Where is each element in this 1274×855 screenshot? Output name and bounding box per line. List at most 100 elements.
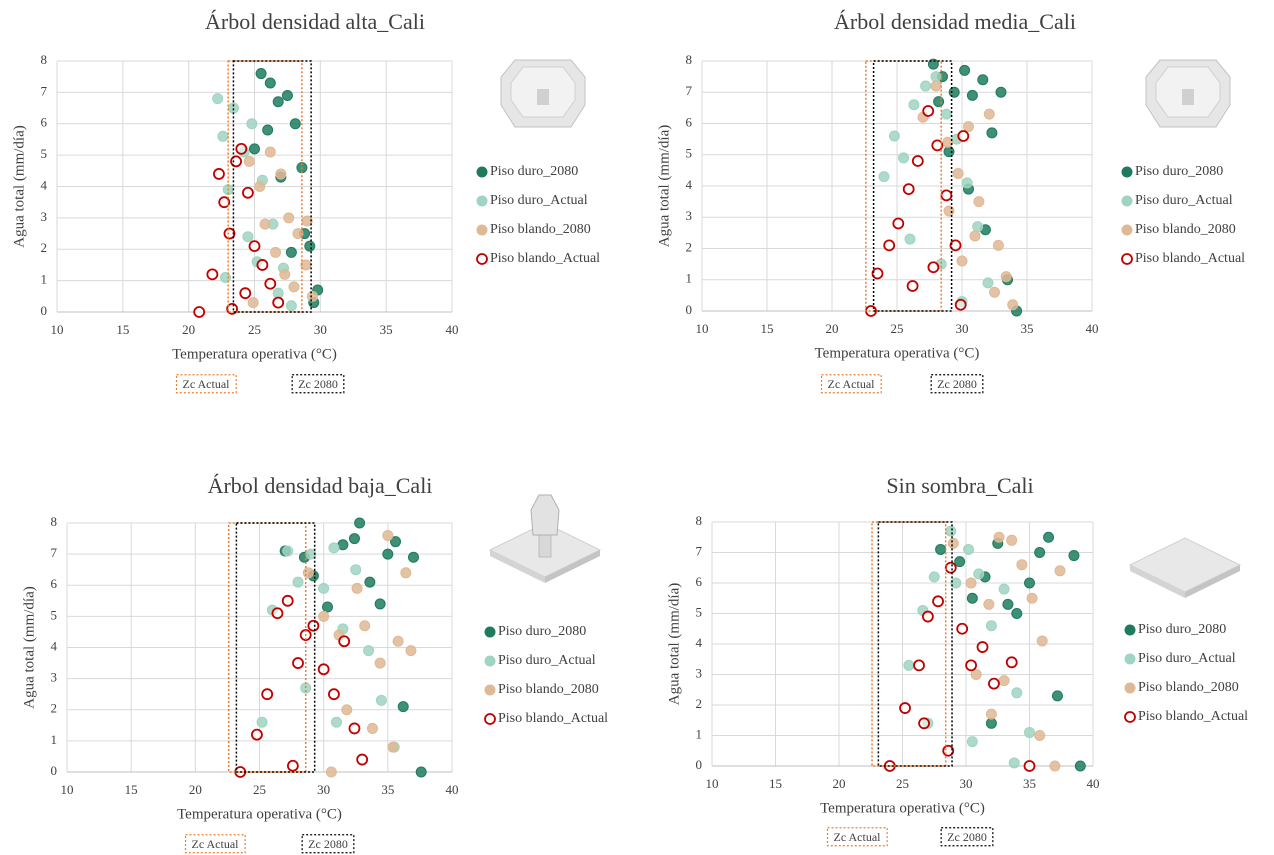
y-tick-label: 4 xyxy=(41,177,48,192)
x-tick-label: 20 xyxy=(189,782,202,797)
y-tick-label: 5 xyxy=(51,607,58,622)
data-point xyxy=(360,621,370,631)
data-point xyxy=(984,599,994,609)
data-point xyxy=(1025,761,1035,771)
data-point xyxy=(416,767,426,777)
y-tick-label: 7 xyxy=(51,545,58,560)
icon-crown xyxy=(531,495,559,535)
y-tick-label: 7 xyxy=(696,543,703,558)
data-point xyxy=(1050,761,1060,771)
y-axis-label: Agua total (mm/día) xyxy=(666,583,682,705)
data-point xyxy=(213,94,223,104)
data-point xyxy=(899,153,909,163)
legend-label: Piso duro_Actual xyxy=(498,653,596,668)
x-axis-label: Temperatura operativa (°C) xyxy=(177,806,342,822)
x-tick-label: 25 xyxy=(896,776,909,791)
data-point xyxy=(243,232,253,242)
data-point xyxy=(1027,593,1037,603)
data-point xyxy=(974,197,984,207)
data-point xyxy=(964,122,974,132)
x-tick-label: 40 xyxy=(446,322,459,337)
y-tick-label: 7 xyxy=(41,83,48,98)
y-axis-label: Agua total (mm/día) xyxy=(11,125,27,247)
data-point xyxy=(958,131,968,141)
data-point xyxy=(905,234,915,244)
data-point xyxy=(283,546,293,556)
data-point xyxy=(946,526,956,536)
data-point xyxy=(288,761,298,771)
data-point xyxy=(909,100,919,110)
legend-label: Piso duro_Actual xyxy=(490,193,588,208)
x-tick-label: 40 xyxy=(446,782,459,797)
y-axis-label: Agua total (mm/día) xyxy=(21,586,37,708)
data-point xyxy=(260,219,270,229)
y-tick-label: 3 xyxy=(51,670,58,685)
y-tick-label: 5 xyxy=(696,604,703,619)
data-point xyxy=(1055,566,1065,576)
data-point xyxy=(934,97,944,107)
legend-marker xyxy=(485,656,495,666)
data-point xyxy=(248,298,258,308)
legend-marker xyxy=(477,225,487,235)
legend-label: Piso blando_Actual xyxy=(490,251,600,266)
legend-marker xyxy=(477,254,487,264)
data-point xyxy=(978,642,988,652)
y-tick-label: 0 xyxy=(696,757,703,772)
data-point xyxy=(1009,758,1019,768)
zone-label: Zc 2080 xyxy=(308,837,348,851)
data-point xyxy=(329,689,339,699)
data-point xyxy=(983,278,993,288)
chart-panel: Árbol densidad media_Cali012345678101520… xyxy=(656,9,1245,393)
data-point xyxy=(265,147,275,157)
data-point xyxy=(893,219,903,229)
data-point xyxy=(290,119,300,129)
x-tick-label: 20 xyxy=(826,321,839,336)
data-point xyxy=(974,569,984,579)
legend-label: Piso duro_2080 xyxy=(1135,164,1223,179)
data-point xyxy=(393,636,403,646)
x-tick-label: 15 xyxy=(761,321,774,336)
data-point xyxy=(263,125,273,135)
chart-title: Árbol densidad baja_Cali xyxy=(208,473,433,498)
data-point xyxy=(256,69,266,79)
data-point xyxy=(273,288,283,298)
data-point xyxy=(352,583,362,593)
data-point xyxy=(240,288,250,298)
data-point xyxy=(1069,551,1079,561)
data-point xyxy=(962,178,972,188)
legend-label: Piso duro_2080 xyxy=(490,164,578,179)
data-point xyxy=(375,599,385,609)
legend-marker xyxy=(477,196,487,206)
x-tick-label: 30 xyxy=(317,782,330,797)
data-point xyxy=(921,81,931,91)
data-point xyxy=(383,530,393,540)
data-point xyxy=(244,156,254,166)
data-point xyxy=(271,247,281,257)
data-point xyxy=(376,695,386,705)
data-point xyxy=(221,272,231,282)
data-point xyxy=(303,568,313,578)
data-point xyxy=(943,137,953,147)
x-tick-label: 20 xyxy=(182,322,195,337)
chart-title: Sin sombra_Cali xyxy=(886,473,1033,498)
data-point xyxy=(293,577,303,587)
y-tick-label: 1 xyxy=(686,271,693,286)
y-tick-label: 6 xyxy=(696,574,703,589)
zone-label: Zc 2080 xyxy=(937,377,977,391)
y-tick-label: 6 xyxy=(686,114,693,129)
legend-marker xyxy=(1122,225,1132,235)
y-tick-label: 0 xyxy=(51,763,58,778)
y-tick-label: 4 xyxy=(686,177,693,192)
data-point xyxy=(941,109,951,119)
data-point xyxy=(928,262,938,272)
data-point xyxy=(941,190,951,200)
y-tick-label: 8 xyxy=(686,52,693,67)
x-tick-label: 30 xyxy=(960,776,973,791)
y-tick-label: 4 xyxy=(696,635,703,650)
data-point xyxy=(349,534,359,544)
data-point xyxy=(257,717,267,727)
x-tick-label: 25 xyxy=(253,782,266,797)
legend-label: Piso duro_2080 xyxy=(498,624,586,639)
data-point xyxy=(957,624,967,634)
